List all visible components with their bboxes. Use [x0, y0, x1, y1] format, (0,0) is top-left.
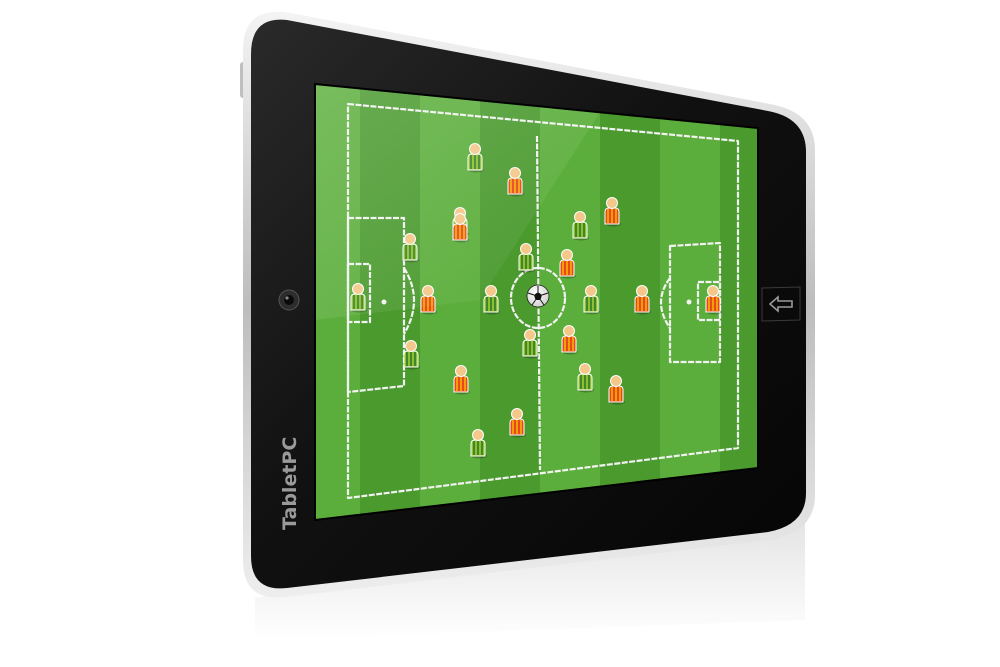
home-player[interactable]	[583, 285, 600, 315]
home-player[interactable]	[522, 329, 539, 359]
home-player[interactable]	[470, 429, 487, 459]
back-arrow-icon	[768, 295, 793, 313]
home-player[interactable]	[572, 211, 589, 241]
away-player[interactable]	[604, 197, 621, 227]
home-player[interactable]	[518, 243, 535, 273]
right-goal-area	[696, 280, 722, 322]
away-player[interactable]	[608, 375, 625, 405]
away-player[interactable]	[561, 325, 578, 355]
screen-glare	[315, 84, 600, 320]
right-penalty-spot	[686, 299, 692, 305]
game-screen[interactable]	[300, 80, 780, 530]
left-penalty-area	[346, 216, 406, 394]
back-button[interactable]	[761, 286, 801, 322]
right-penalty-area	[668, 241, 722, 364]
right-penalty-arc	[659, 277, 671, 329]
away-player[interactable]	[634, 285, 651, 315]
brand-label: TabletPC	[279, 437, 301, 530]
pitch-stripe	[600, 84, 660, 520]
home-player[interactable]	[577, 363, 594, 393]
home-player[interactable]	[403, 340, 420, 370]
away-player[interactable]	[453, 365, 470, 395]
away-player[interactable]	[559, 249, 576, 279]
screen-frame	[314, 82, 759, 522]
away-player[interactable]	[509, 408, 526, 438]
home-player[interactable]	[483, 285, 500, 315]
football-icon[interactable]	[526, 284, 550, 308]
camera-icon	[278, 289, 300, 311]
center-circle	[509, 266, 567, 330]
away-player[interactable]	[705, 285, 722, 315]
